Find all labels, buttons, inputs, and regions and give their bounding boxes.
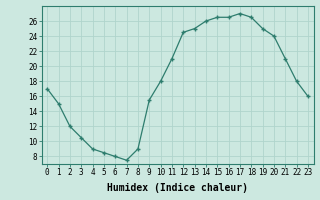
X-axis label: Humidex (Indice chaleur): Humidex (Indice chaleur) <box>107 183 248 193</box>
